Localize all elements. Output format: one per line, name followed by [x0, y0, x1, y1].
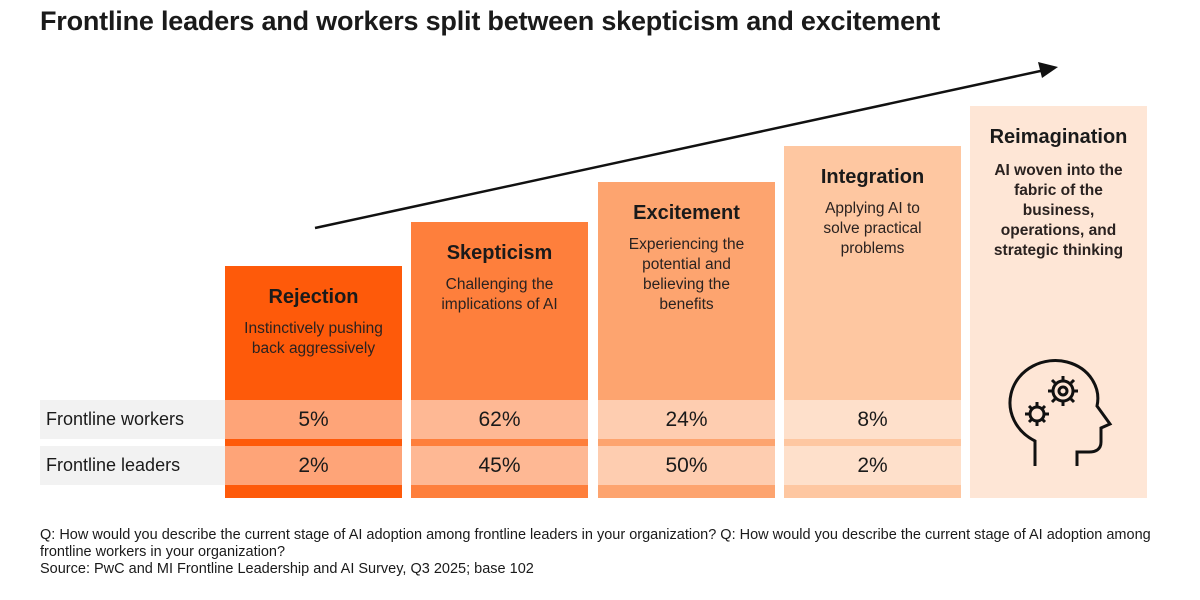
stage-title: Excitement [633, 202, 740, 224]
value-cell: 5% [225, 400, 402, 439]
stage-title: Skepticism [446, 242, 553, 264]
page-title: Frontline leaders and workers split betw… [40, 6, 940, 36]
row-label-leaders: Frontline leaders [46, 455, 181, 475]
footnote: Q: How would you describe the current st… [40, 527, 1160, 578]
stage-integration: Integration Applying AI to solve practic… [784, 146, 961, 498]
value-cell: 50% [598, 446, 775, 485]
footnote-question: Q: How would you describe the current st… [40, 527, 1151, 560]
value-cell: 24% [598, 400, 775, 439]
stage-description: Applying AI to solve practical problems [823, 200, 922, 257]
row-label-bg [40, 446, 225, 485]
stage-description: Instinctively pushing back aggressively [244, 320, 383, 357]
stage-title: Integration [820, 166, 925, 188]
value-cell: 2% [784, 446, 961, 485]
row-label-bg [40, 400, 225, 439]
value-cell: 62% [411, 400, 588, 439]
head-gears-icon [1008, 359, 1113, 466]
stage-excitement: Excitement Experiencing the potential an… [598, 182, 775, 498]
value-cell: 2% [225, 446, 402, 485]
row-label-workers: Frontline workers [46, 409, 185, 429]
stage-description: Experiencing the potential and believing… [628, 236, 745, 313]
stage-description: AI woven into the fabric of the business… [993, 162, 1124, 259]
stage-reimagination: Reimagination AI woven into the fabric o… [970, 106, 1147, 498]
stage-description: Challenging the implications of AI [441, 276, 558, 313]
stage-title: Rejection [268, 286, 359, 308]
stage-skepticism: Skepticism Challenging the implications … [411, 222, 588, 498]
stage-title: Reimagination [989, 126, 1128, 148]
stage-rejection: Rejection Instinctively pushing back agg… [225, 266, 402, 498]
footnote-source: Source: PwC and MI Frontline Leadership … [40, 561, 534, 577]
value-cell: 45% [411, 446, 588, 485]
value-cell: 8% [784, 400, 961, 439]
